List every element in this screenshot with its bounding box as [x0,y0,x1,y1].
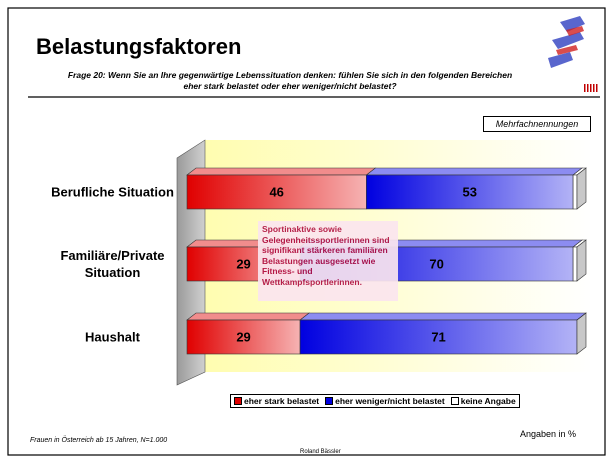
logo [548,16,598,92]
unit-note: Angaben in % [520,429,576,439]
bar-segment [573,175,577,209]
data-label: 71 [431,329,445,344]
legend-label: eher stark belastet [244,396,319,406]
note-box: Mehrfachnennungen [483,116,591,132]
data-label: 29 [236,256,250,271]
footnote: Frauen in Österreich ab 15 Jahren, N=1.0… [30,437,167,444]
legend-swatch [234,397,242,405]
author: Roland Bässler [300,449,341,455]
legend-swatch [325,397,333,405]
data-label: 70 [429,256,443,271]
bar-top [300,313,586,320]
bar-end [577,168,586,209]
data-label: 53 [463,184,477,199]
category-label: Berufliche Situation [50,184,175,201]
legend-item: eher stark belastet [234,396,319,406]
subtitle: Frage 20: Wenn Sie an Ihre gegenwärtige … [60,70,520,92]
bar-top [187,168,375,175]
data-label: 46 [269,184,283,199]
data-label: 29 [236,329,250,344]
bar-top [187,313,309,320]
legend-item: eher weniger/nicht belastet [325,396,445,406]
bar-segment [573,247,577,281]
legend: eher stark belastet eher weniger/nicht be… [230,394,520,408]
title: Belastungsfaktoren [36,34,241,60]
category-label: Familiäre/Private Situation [50,247,175,281]
bar-end [577,240,586,281]
legend-label: keine Angabe [461,396,516,406]
annotation: Sportinaktive sowie Gelegenheitssportler… [258,221,398,301]
category-label: Haushalt [50,329,175,346]
legend-label: eher weniger/nicht belastet [335,396,445,406]
slide: 46 53 29 70 29 71 Belastungsfaktoren Frage 20… [0,0,614,462]
legend-item: keine Angabe [451,396,516,406]
bar-top [366,168,582,175]
legend-swatch [451,397,459,405]
